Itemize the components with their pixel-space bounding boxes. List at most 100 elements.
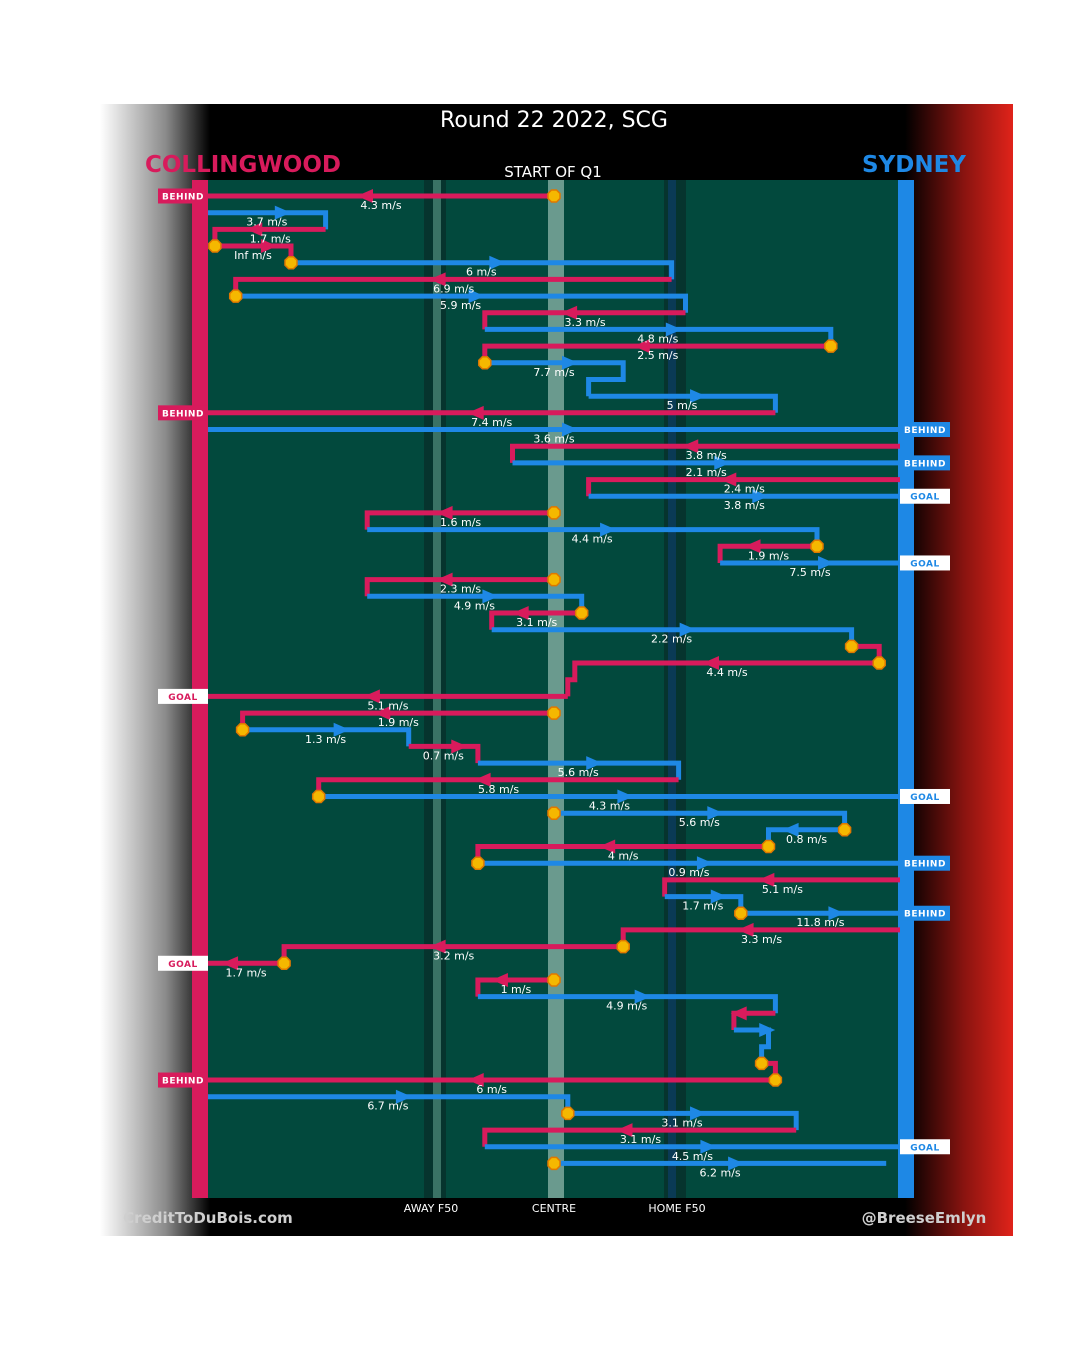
speed-label-6: 6.9 m/s <box>433 282 474 295</box>
speed-label-17: 2.4 m/s <box>724 483 765 496</box>
chain-sydney-31 <box>242 727 412 747</box>
possession-start-marker-56 <box>547 1156 561 1171</box>
chain-arrow-42 <box>828 906 845 921</box>
chain-collingwood-8 <box>482 310 686 330</box>
possession-start-marker-39 <box>471 856 485 870</box>
chain-arrow-49 <box>759 1023 776 1037</box>
chain-sydney-49 <box>733 1027 771 1064</box>
result-tag-13 <box>158 405 208 421</box>
chain-arrow-29 <box>363 689 380 704</box>
result-tag-label-22: GOAL <box>910 559 940 569</box>
speed-label-21: 1.9 m/s <box>748 549 789 562</box>
result-tag-label-1: BEHIND <box>162 193 204 203</box>
chain-arrow-14 <box>562 422 578 437</box>
chain-arrow-23 <box>436 572 453 587</box>
chain-arrow-55 <box>700 1139 717 1154</box>
speed-label-11: 7.7 m/s <box>533 366 574 379</box>
chain-arrow-48 <box>730 1006 747 1021</box>
possession-start-marker-28 <box>872 656 886 670</box>
chain-arrow-36 <box>707 806 724 821</box>
chart-title: Round 22 2022, SCG <box>440 108 668 133</box>
chain-arrow-4 <box>260 239 277 254</box>
chain-arrow-44 <box>429 939 446 954</box>
speed-label-22: 7.5 m/s <box>789 566 830 579</box>
possession-start-marker-51 <box>768 1073 783 1087</box>
chain-arrow-53 <box>690 1106 707 1121</box>
speed-label-14: 3.6 m/s <box>533 433 574 446</box>
speed-label-31: 1.3 m/s <box>305 733 346 746</box>
possession-start-marker-23 <box>547 572 561 587</box>
chain-collingwood-19 <box>364 510 554 530</box>
result-tag-39 <box>900 855 950 871</box>
result-tag-22 <box>900 555 950 571</box>
team-right-name: SYDNEY <box>862 152 966 178</box>
possession-start-marker-21 <box>810 539 824 554</box>
speed-label-53: 3.1 m/s <box>661 1116 702 1129</box>
chain-arrow-35 <box>617 789 634 804</box>
result-tags-layer: BEHIND BEHIND BEHIND BEHIND GOAL GOAL GOAL GOAL… <box>158 188 950 1155</box>
speed-label-56: 6.2 m/s <box>700 1166 741 1179</box>
speed-label-46: 1 m/s <box>501 983 532 996</box>
possession-start-marker-31 <box>235 723 250 737</box>
result-tag-18 <box>900 488 950 504</box>
chain-arrow-2 <box>274 205 291 220</box>
possession-start-marker-30 <box>547 706 561 720</box>
speed-label-9: 4.8 m/s <box>637 332 678 345</box>
speed-label-52: 6.7 m/s <box>367 1100 408 1113</box>
chain-arrow-1 <box>357 189 373 203</box>
result-tag-label-55: GOAL <box>910 1143 940 1153</box>
chain-arrow-12 <box>690 389 707 404</box>
speed-label-18: 3.8 m/s <box>724 499 765 512</box>
chain-arrow-24 <box>482 589 499 604</box>
chain-sydney-53 <box>567 1110 799 1131</box>
speed-label-32: 0.7 m/s <box>423 749 464 762</box>
result-tag-1 <box>158 188 208 204</box>
axis-label-away: AWAY F50 <box>404 1202 458 1215</box>
speed-label-28: 4.4 m/s <box>706 666 747 679</box>
result-tag-label-42: BEHIND <box>904 910 946 920</box>
result-tag-label-51: BEHIND <box>162 1077 204 1087</box>
speed-label-43: 3.3 m/s <box>741 933 782 946</box>
result-tag-42 <box>900 905 950 921</box>
speed-label-24: 4.9 m/s <box>454 599 495 612</box>
speed-label-5: 6 m/s <box>466 266 497 279</box>
speed-label-26: 2.2 m/s <box>651 633 692 646</box>
chain-arrow-34 <box>474 772 491 787</box>
chain-arrow-41 <box>710 889 727 904</box>
labels-layer: 4.3 m/s 3.7 m/s 1.7 m/s Inf m/s 6 m/s 6.9 m/s… <box>226 199 845 1179</box>
chain-arrow-25 <box>512 606 529 620</box>
chain-arrow-16 <box>714 455 731 470</box>
speed-label-8: 3.3 m/s <box>565 316 606 329</box>
chain-arrow-13 <box>467 405 484 420</box>
chain-sydney-47 <box>477 994 778 1014</box>
result-tag-45 <box>158 955 208 971</box>
result-tag-14 <box>900 422 950 438</box>
speed-label-54: 3.1 m/s <box>620 1133 661 1146</box>
possession-start-marker-19 <box>547 506 561 520</box>
possession-start-marker-36 <box>547 806 561 820</box>
credit-right: @BreeseEmlyn <box>862 1209 987 1227</box>
result-tag-label-14: BEHIND <box>904 426 946 436</box>
result-tag-29 <box>158 688 208 704</box>
speed-label-37: 0.8 m/s <box>786 833 827 846</box>
chain-sydney-5 <box>291 260 675 280</box>
possession-start-marker-50 <box>754 1056 769 1071</box>
markers-layer <box>208 189 886 1171</box>
speed-label-3: 1.7 m/s <box>250 232 291 245</box>
speed-label-35: 4.3 m/s <box>589 800 630 813</box>
speed-label-1: 4.3 m/s <box>360 199 401 212</box>
chain-arrow-40 <box>758 872 775 887</box>
possession-start-marker-7 <box>228 289 243 303</box>
chain-arrow-3 <box>246 222 263 237</box>
speed-label-23: 2.3 m/s <box>440 583 481 596</box>
chain-sydney-7 <box>235 293 688 313</box>
result-tag-16 <box>900 455 950 471</box>
speed-label-4: Inf m/s <box>234 249 272 262</box>
speed-label-38: 4 m/s <box>608 850 639 863</box>
chain-arrow-56 <box>728 1156 745 1171</box>
speed-label-51: 6 m/s <box>476 1083 507 1096</box>
home-f50-line <box>668 180 676 1198</box>
chain-collingwood-28 <box>565 660 880 697</box>
chain-arrow-47 <box>634 989 651 1004</box>
speed-label-25: 3.1 m/s <box>516 616 557 629</box>
